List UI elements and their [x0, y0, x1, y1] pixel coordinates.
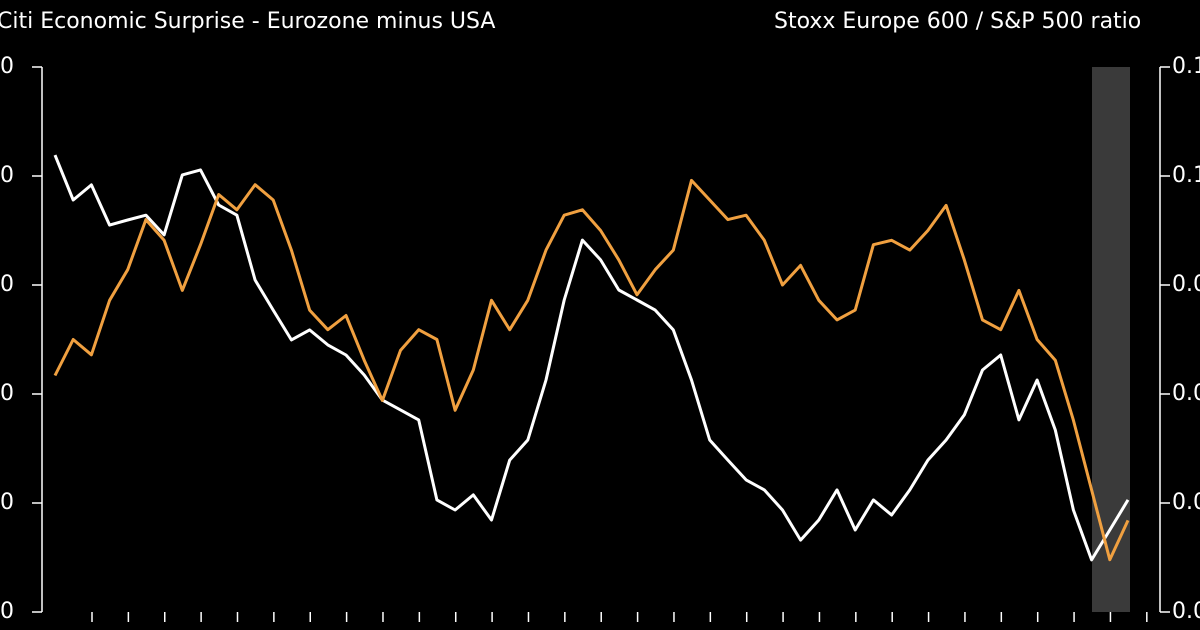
y-tick-label: 0	[0, 272, 14, 297]
y2-tick-label: 0.11	[1172, 54, 1200, 79]
series-line	[53, 154, 1130, 562]
y2-tick-label: 0.07	[1172, 490, 1200, 515]
y2-tick-label: 0.1	[1172, 163, 1200, 188]
y-tick-label: -50	[0, 381, 14, 406]
chart-title: Citi Economic Surprise - Eurozone minus …	[0, 9, 495, 34]
y-tick-label: 50	[0, 163, 14, 188]
y-tick-label: -150	[0, 599, 14, 624]
y2-tick-label: 0.08	[1172, 381, 1200, 406]
y2-title: Stoxx Europe 600 / S&P 500 ratio	[774, 9, 1141, 34]
y-tick-label: 100	[0, 54, 14, 79]
y-tick-label: -100	[0, 490, 14, 515]
y2-tick-label: 0.06	[1172, 599, 1200, 624]
y2-tick-label: 0.09	[1172, 272, 1200, 297]
series-line	[53, 178, 1130, 562]
